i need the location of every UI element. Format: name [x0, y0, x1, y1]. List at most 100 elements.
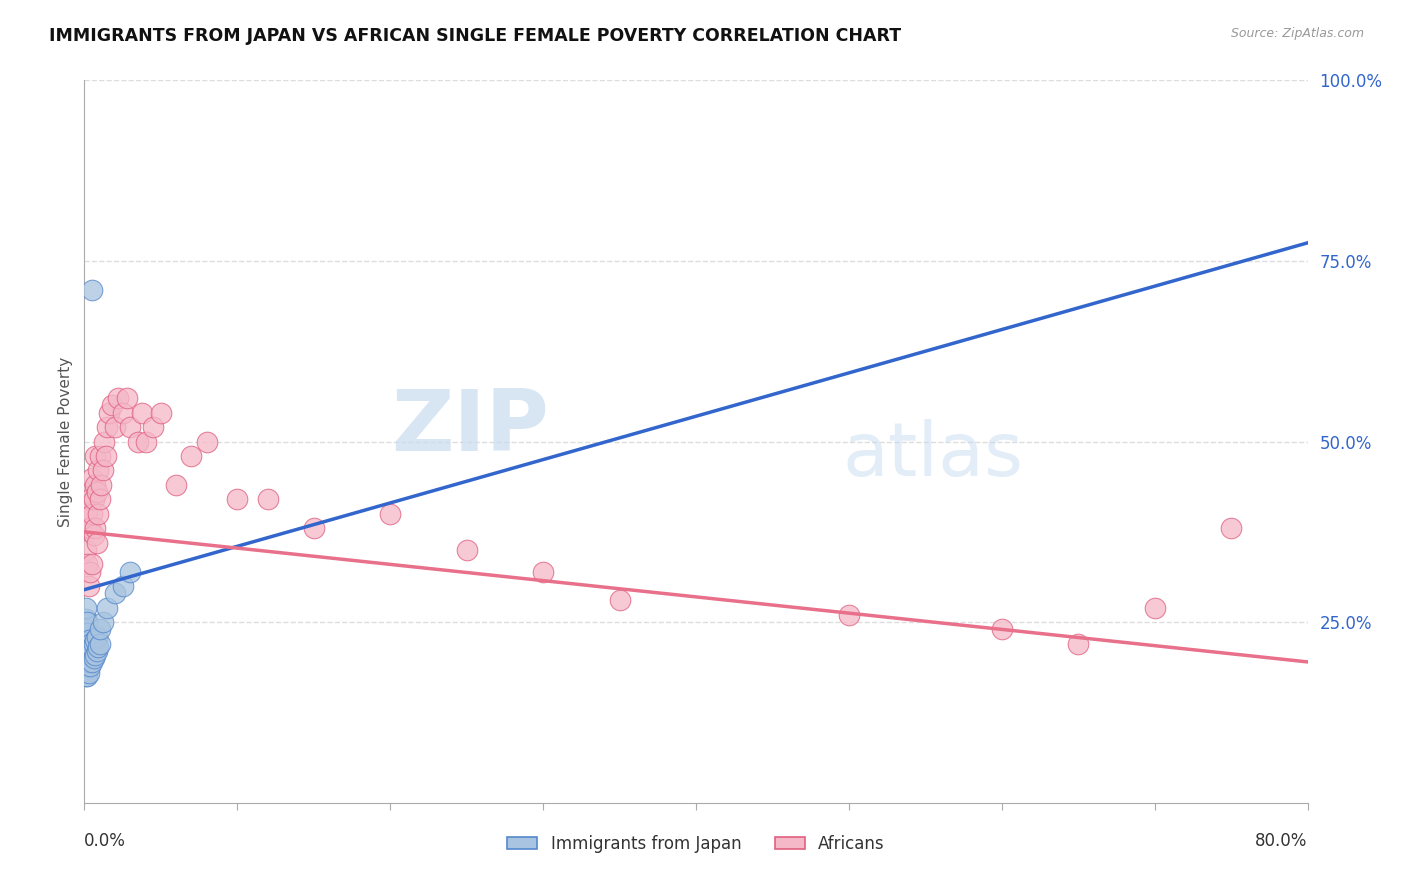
- Point: [87, 640, 110, 655]
- Point: [226, 492, 249, 507]
- Point: [77, 644, 100, 658]
- Point: [75, 623, 97, 637]
- Point: [91, 463, 114, 477]
- Point: [77, 665, 100, 680]
- Point: [86, 644, 108, 658]
- Point: [991, 623, 1014, 637]
- Point: [80, 558, 103, 572]
- Point: [75, 600, 97, 615]
- Point: [79, 637, 101, 651]
- Point: [97, 406, 120, 420]
- Point: [1220, 521, 1243, 535]
- Point: [456, 542, 478, 557]
- Point: [79, 565, 101, 579]
- Point: [83, 492, 105, 507]
- Point: [96, 600, 118, 615]
- Point: [75, 633, 97, 648]
- Point: [76, 615, 98, 630]
- Point: [195, 434, 218, 449]
- Point: [101, 398, 124, 412]
- Point: [76, 658, 98, 673]
- Point: [79, 521, 101, 535]
- Point: [80, 507, 103, 521]
- Point: [89, 449, 111, 463]
- Point: [93, 434, 115, 449]
- Point: [79, 648, 101, 662]
- Point: [111, 406, 134, 420]
- Point: [86, 630, 108, 644]
- Point: [84, 521, 107, 535]
- Point: [1067, 637, 1090, 651]
- Point: [257, 492, 280, 507]
- Point: [83, 637, 105, 651]
- Point: [838, 607, 860, 622]
- Point: [104, 420, 127, 434]
- Point: [76, 626, 98, 640]
- Text: atlas: atlas: [842, 419, 1024, 492]
- Text: 0.0%: 0.0%: [84, 831, 127, 850]
- Point: [86, 535, 108, 549]
- Point: [84, 478, 107, 492]
- Point: [180, 449, 202, 463]
- Point: [80, 283, 103, 297]
- Point: [79, 492, 101, 507]
- Point: [77, 579, 100, 593]
- Point: [83, 528, 105, 542]
- Point: [302, 521, 325, 535]
- Point: [76, 669, 98, 683]
- Point: [94, 449, 117, 463]
- Point: [75, 644, 97, 658]
- Text: 80.0%: 80.0%: [1256, 831, 1308, 850]
- Point: [531, 565, 554, 579]
- Point: [76, 507, 98, 521]
- Point: [76, 648, 98, 662]
- Point: [87, 463, 110, 477]
- Point: [75, 669, 97, 683]
- Point: [84, 648, 107, 662]
- Y-axis label: Single Female Poverty: Single Female Poverty: [58, 357, 73, 526]
- Point: [84, 633, 107, 648]
- Text: Source: ZipAtlas.com: Source: ZipAtlas.com: [1230, 27, 1364, 40]
- Point: [115, 391, 138, 405]
- Legend: Immigrants from Japan, Africans: Immigrants from Japan, Africans: [501, 828, 891, 860]
- Point: [142, 420, 165, 434]
- Point: [127, 434, 149, 449]
- Point: [80, 655, 103, 669]
- Point: [131, 406, 153, 420]
- Point: [77, 485, 100, 500]
- Point: [609, 593, 631, 607]
- Point: [91, 615, 114, 630]
- Point: [149, 406, 172, 420]
- Point: [87, 507, 110, 521]
- Point: [135, 434, 157, 449]
- Point: [75, 611, 97, 625]
- Point: [83, 651, 105, 665]
- Point: [120, 420, 142, 434]
- Point: [76, 637, 98, 651]
- Point: [86, 485, 108, 500]
- Point: [79, 658, 101, 673]
- Point: [84, 449, 107, 463]
- Point: [96, 420, 118, 434]
- Point: [89, 637, 111, 651]
- Point: [90, 478, 112, 492]
- Point: [89, 623, 111, 637]
- Point: [104, 586, 127, 600]
- Point: [75, 655, 97, 669]
- Point: [380, 507, 402, 521]
- Point: [77, 633, 100, 648]
- Point: [77, 521, 100, 535]
- Point: [75, 507, 97, 521]
- Point: [75, 542, 97, 557]
- Text: IMMIGRANTS FROM JAPAN VS AFRICAN SINGLE FEMALE POVERTY CORRELATION CHART: IMMIGRANTS FROM JAPAN VS AFRICAN SINGLE …: [49, 27, 901, 45]
- Point: [107, 391, 129, 405]
- Point: [76, 558, 98, 572]
- Point: [1143, 600, 1166, 615]
- Text: ZIP: ZIP: [391, 385, 550, 468]
- Point: [77, 655, 100, 669]
- Point: [80, 640, 103, 655]
- Point: [111, 579, 134, 593]
- Point: [120, 565, 142, 579]
- Point: [89, 492, 111, 507]
- Point: [165, 478, 187, 492]
